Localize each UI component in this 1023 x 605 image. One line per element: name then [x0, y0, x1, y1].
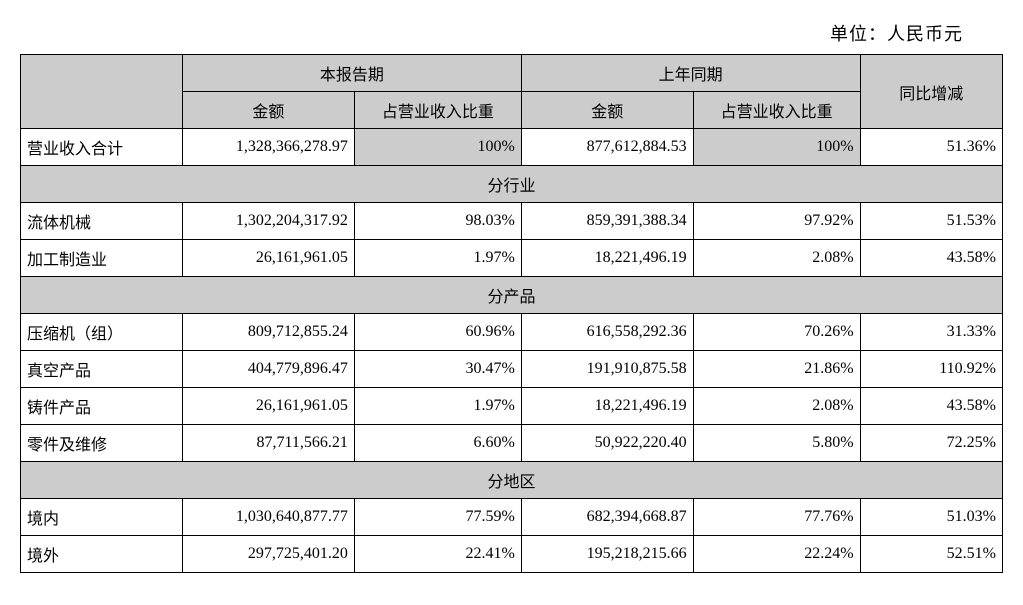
- change-cell: 110.92%: [860, 351, 1002, 388]
- pri-pct-cell: 97.92%: [693, 203, 860, 240]
- table-header: 本报告期 上年同期 同比增减 金额 占营业收入比重 金额 占营业收入比重: [21, 55, 1003, 129]
- cur-pct-cell: 77.59%: [354, 499, 521, 536]
- section-title: 分行业: [21, 166, 1003, 203]
- pri-amount-cell: 682,394,668.87: [521, 499, 693, 536]
- pri-amount-cell: 877,612,884.53: [521, 129, 693, 166]
- header-cur-pct: 占营业收入比重: [354, 92, 521, 129]
- cur-amount-cell: 404,779,896.47: [183, 351, 355, 388]
- cur-pct-cell: 60.96%: [354, 314, 521, 351]
- cur-amount-cell: 1,328,366,278.97: [183, 129, 355, 166]
- row-label-cell: 压缩机（组）: [21, 314, 183, 351]
- change-cell: 31.33%: [860, 314, 1002, 351]
- total-row: 营业收入合计1,328,366,278.97100%877,612,884.53…: [21, 129, 1003, 166]
- cur-amount-cell: 87,711,566.21: [183, 425, 355, 462]
- cur-amount-cell: 26,161,961.05: [183, 388, 355, 425]
- change-cell: 51.53%: [860, 203, 1002, 240]
- section-title: 分产品: [21, 277, 1003, 314]
- revenue-table: 本报告期 上年同期 同比增减 金额 占营业收入比重 金额 占营业收入比重 营业收…: [20, 54, 1003, 573]
- change-cell: 51.36%: [860, 129, 1002, 166]
- pri-amount-cell: 191,910,875.58: [521, 351, 693, 388]
- section-header-row: 分地区: [21, 462, 1003, 499]
- cur-pct-cell: 98.03%: [354, 203, 521, 240]
- change-cell: 43.58%: [860, 388, 1002, 425]
- row-label-cell: 真空产品: [21, 351, 183, 388]
- table-row: 真空产品404,779,896.4730.47%191,910,875.5821…: [21, 351, 1003, 388]
- cur-pct-cell: 22.41%: [354, 536, 521, 573]
- table-row: 铸件产品26,161,961.051.97%18,221,496.192.08%…: [21, 388, 1003, 425]
- section-title: 分地区: [21, 462, 1003, 499]
- pri-pct-cell: 5.80%: [693, 425, 860, 462]
- cur-amount-cell: 1,030,640,877.77: [183, 499, 355, 536]
- pri-pct-cell: 21.86%: [693, 351, 860, 388]
- change-cell: 51.03%: [860, 499, 1002, 536]
- section-header-row: 分产品: [21, 277, 1003, 314]
- cur-pct-cell: 30.47%: [354, 351, 521, 388]
- change-cell: 43.58%: [860, 240, 1002, 277]
- pri-pct-cell: 2.08%: [693, 240, 860, 277]
- header-prior-period: 上年同期: [521, 55, 860, 92]
- table-body: 营业收入合计1,328,366,278.97100%877,612,884.53…: [21, 129, 1003, 573]
- pri-amount-cell: 195,218,215.66: [521, 536, 693, 573]
- section-header-row: 分行业: [21, 166, 1003, 203]
- cur-amount-cell: 1,302,204,317.92: [183, 203, 355, 240]
- cur-amount-cell: 26,161,961.05: [183, 240, 355, 277]
- pri-amount-cell: 50,922,220.40: [521, 425, 693, 462]
- table-row: 加工制造业26,161,961.051.97%18,221,496.192.08…: [21, 240, 1003, 277]
- header-pri-amount: 金额: [521, 92, 693, 129]
- row-label-cell: 境外: [21, 536, 183, 573]
- cur-pct-cell: 100%: [354, 129, 521, 166]
- header-blank: [21, 55, 183, 129]
- pri-pct-cell: 77.76%: [693, 499, 860, 536]
- header-pri-pct: 占营业收入比重: [693, 92, 860, 129]
- row-label-cell: 零件及维修: [21, 425, 183, 462]
- pri-pct-cell: 2.08%: [693, 388, 860, 425]
- pri-amount-cell: 859,391,388.34: [521, 203, 693, 240]
- change-cell: 72.25%: [860, 425, 1002, 462]
- table-row: 流体机械1,302,204,317.9298.03%859,391,388.34…: [21, 203, 1003, 240]
- table-row: 境外297,725,401.2022.41%195,218,215.6622.2…: [21, 536, 1003, 573]
- cur-amount-cell: 297,725,401.20: [183, 536, 355, 573]
- pri-pct-cell: 100%: [693, 129, 860, 166]
- row-label-cell: 铸件产品: [21, 388, 183, 425]
- row-label-cell: 流体机械: [21, 203, 183, 240]
- pri-amount-cell: 616,558,292.36: [521, 314, 693, 351]
- cur-amount-cell: 809,712,855.24: [183, 314, 355, 351]
- cur-pct-cell: 1.97%: [354, 240, 521, 277]
- table-row: 零件及维修87,711,566.216.60%50,922,220.405.80…: [21, 425, 1003, 462]
- row-label-cell: 加工制造业: [21, 240, 183, 277]
- table-row: 压缩机（组）809,712,855.2460.96%616,558,292.36…: [21, 314, 1003, 351]
- pri-amount-cell: 18,221,496.19: [521, 388, 693, 425]
- unit-label: 单位：人民币元: [20, 20, 1003, 46]
- pri-pct-cell: 70.26%: [693, 314, 860, 351]
- row-label-cell: 境内: [21, 499, 183, 536]
- pri-amount-cell: 18,221,496.19: [521, 240, 693, 277]
- header-current-period: 本报告期: [183, 55, 522, 92]
- change-cell: 52.51%: [860, 536, 1002, 573]
- pri-pct-cell: 22.24%: [693, 536, 860, 573]
- cur-pct-cell: 6.60%: [354, 425, 521, 462]
- header-change: 同比增减: [860, 55, 1002, 129]
- header-cur-amount: 金额: [183, 92, 355, 129]
- cur-pct-cell: 1.97%: [354, 388, 521, 425]
- row-label-cell: 营业收入合计: [21, 129, 183, 166]
- table-row: 境内1,030,640,877.7777.59%682,394,668.8777…: [21, 499, 1003, 536]
